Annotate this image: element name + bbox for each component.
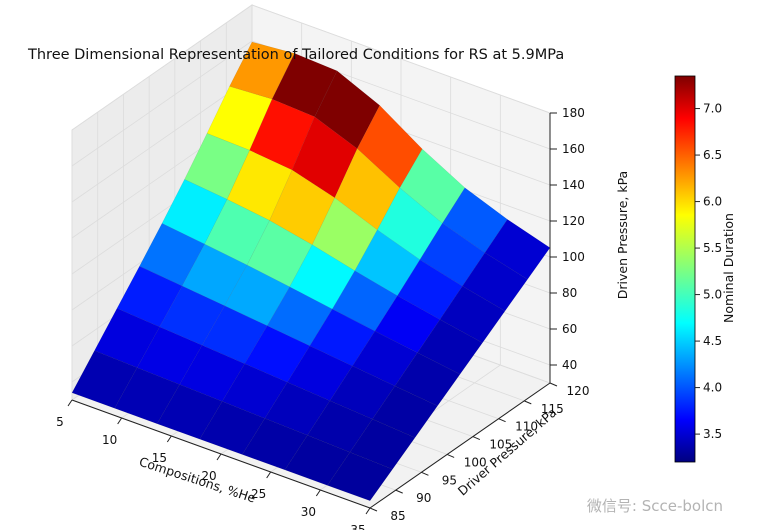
colorbar-ticks: 3.5 4.0 4.5 5.0 5.5 6.0 6.5 7.0 — [695, 102, 722, 441]
y-tick-mark — [472, 436, 481, 441]
colorbar-tick-label: 4.5 — [703, 334, 722, 348]
surface-mesh — [71, 41, 551, 502]
grid-line — [71, 4, 253, 131]
x-tick-mark — [266, 471, 272, 479]
y-tick-mark — [498, 418, 506, 423]
colorbar-tick-label: 3.5 — [703, 427, 722, 441]
x-tick-label: 30 — [301, 505, 316, 519]
x-axis-ticks: 5 10 15 20 25 30 35 — [56, 399, 371, 530]
z-tick-label: 100 — [562, 250, 585, 264]
surface-facet — [327, 451, 393, 502]
y-tick-mark — [524, 400, 532, 405]
y-tick-label: 120 — [567, 384, 590, 398]
x-tick-mark — [315, 489, 321, 497]
x-axis-label: Compositions, %He — [137, 454, 257, 506]
grid-line — [71, 76, 253, 203]
x-tick-mark — [216, 453, 222, 461]
colorbar-tick-label: 5.5 — [703, 241, 722, 255]
z-tick-label: 140 — [562, 178, 585, 192]
x-tick-label: 35 — [350, 523, 365, 530]
x-tick-label: 20 — [201, 469, 216, 483]
x-tick-mark — [365, 507, 371, 515]
x-tick-mark — [117, 417, 123, 425]
z-axis-label: Driven Pressure, kPa — [615, 171, 630, 299]
grid-line — [251, 4, 551, 114]
z-tick-label: 80 — [562, 286, 577, 300]
x-tick-label: 10 — [102, 433, 117, 447]
z-tick-label: 180 — [562, 106, 585, 120]
colorbar-tick-label: 4.0 — [703, 381, 722, 395]
y-tick-mark — [446, 453, 455, 458]
z-tick-label: 60 — [562, 322, 577, 336]
y-axis-line — [369, 382, 551, 509]
x-tick-label: 25 — [251, 487, 266, 501]
colorbar-tick-label: 7.0 — [703, 102, 722, 116]
y-tick-label: 95 — [442, 473, 457, 487]
y-tick-mark — [369, 507, 378, 512]
y-tick-label: 90 — [416, 491, 431, 505]
y-tick-label: 110 — [515, 420, 538, 434]
colorbar-tick-label: 6.0 — [703, 195, 722, 209]
colorbar-tick-label: 5.0 — [703, 288, 722, 302]
colorbar-tick-label: 6.5 — [703, 148, 722, 162]
y-tick-label: 105 — [489, 438, 512, 452]
chart-title: Three Dimensional Representation of Tail… — [28, 47, 565, 63]
y-tick-mark — [549, 382, 558, 387]
watermark: 微信号: Scce-bolcn — [586, 497, 723, 515]
x-tick-label: 15 — [152, 451, 167, 465]
z-tick-label: 120 — [562, 214, 585, 228]
x-tick-mark — [67, 399, 73, 407]
z-axis-ticks: 40 60 80 100 120 140 160 180 — [550, 106, 585, 372]
y-tick-label: 115 — [541, 402, 564, 416]
y-tick-label: 85 — [390, 509, 405, 523]
y-tick-label: 100 — [464, 455, 487, 469]
colorbar — [674, 75, 696, 463]
x-tick-mark — [166, 435, 172, 443]
grid-line — [71, 40, 253, 167]
colorbar-label: Nominal Duration — [721, 213, 736, 323]
z-tick-label: 40 — [562, 358, 577, 372]
y-tick-mark — [421, 471, 429, 476]
x-tick-label: 5 — [56, 415, 64, 429]
z-tick-label: 160 — [562, 142, 585, 156]
y-tick-mark — [395, 489, 403, 494]
